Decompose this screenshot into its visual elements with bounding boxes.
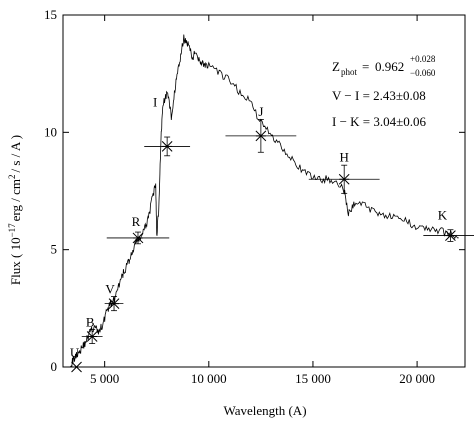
y-axis-title-exp2: 2: [7, 174, 17, 179]
zphot-value: 0.962: [375, 59, 404, 74]
band-label: K: [438, 208, 448, 223]
band-label: B: [86, 314, 95, 329]
y-axis-title: Flux ( 10−17 erg / cm2/ s / A ): [7, 135, 23, 285]
zphot-subscript: phot: [341, 67, 358, 77]
x-tick-label: 15 000: [295, 371, 331, 386]
y-axis-title-exp: −17: [7, 223, 17, 238]
x-tick-label: 20 000: [399, 371, 435, 386]
i-minus-k-annotation: I − K = 3.04±0.06: [332, 114, 427, 129]
photometry-point-B: B: [81, 314, 103, 344]
photometry-point-J: J: [225, 104, 297, 153]
photometry-point-K: K: [423, 208, 474, 242]
photometry-point-I: I: [144, 94, 191, 157]
photometry-point-U: U: [66, 345, 87, 373]
spectrum-line: [69, 34, 459, 368]
band-label: I: [153, 94, 157, 109]
photometry-point-R: R: [106, 214, 170, 245]
band-label: V: [105, 282, 115, 297]
zphot-lower-error: −0.060: [410, 68, 436, 78]
zphot-annotation: Z phot = 0.962 +0.028 −0.060: [332, 54, 436, 78]
photometry-point-H: H: [308, 149, 380, 194]
y-tick-label: 15: [44, 7, 57, 22]
y-tick-label: 5: [51, 242, 58, 257]
photometry-point-V: V: [104, 282, 124, 312]
zphot-upper-error: +0.028: [410, 54, 436, 64]
y-axis-title-pre: Flux ( 10: [8, 237, 23, 285]
y-tick-label: 10: [44, 124, 57, 139]
zphot-symbol: Z: [332, 59, 340, 74]
y-tick-label: 0: [51, 359, 58, 374]
x-tick-label: 5 000: [90, 371, 119, 386]
band-label: H: [339, 149, 348, 164]
x-tick-label: 10 000: [191, 371, 227, 386]
y-axis-title-mid: erg / cm: [8, 179, 23, 221]
band-label: U: [70, 345, 80, 360]
y-axis-title-post: / s / A ): [8, 135, 23, 173]
x-axis-title: Wavelength (A): [223, 403, 306, 418]
v-minus-i-annotation: V − I = 2.43±0.08: [332, 88, 426, 103]
zphot-equals: =: [362, 59, 369, 74]
band-label: J: [258, 104, 263, 119]
band-label: R: [132, 214, 141, 229]
plot-frame: [62, 14, 466, 368]
